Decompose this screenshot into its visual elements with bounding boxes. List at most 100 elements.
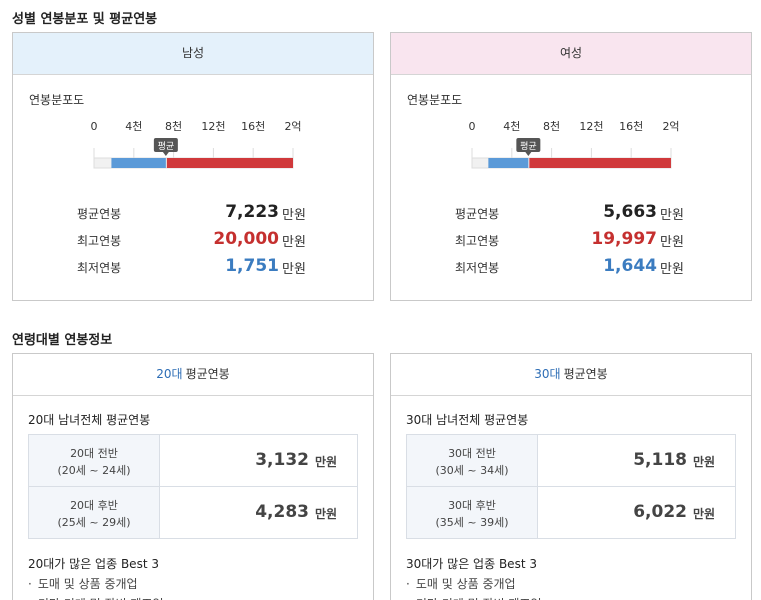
age-card: 20대 평균연봉 20대 남녀전체 평균연봉 20대 전반 (20세 ~ 24세) 3,1…	[12, 353, 374, 600]
section-title: 성별 연봉분포 및 평균연봉	[12, 12, 158, 27]
scale-label: 12천	[201, 119, 225, 133]
header-age: 20대	[156, 367, 183, 381]
best-title: 20대가 많은 업종 Best 3	[28, 557, 159, 571]
row-value: 5,663	[603, 202, 657, 222]
gender-card: 남성 연봉분포도 0 4천 8천 12천 16천 2억 평균 평균연봉 7,223 만원 최고연봉 20,…	[12, 32, 374, 301]
avg-marker-box	[516, 138, 541, 152]
section-title: 연령대별 연봉정보	[12, 333, 113, 348]
row-value: 19,997	[591, 229, 657, 249]
bullet: ·	[406, 597, 410, 600]
scale-label: 4천	[125, 119, 142, 133]
row-range: (30세 ~ 34세)	[435, 464, 509, 477]
row-unit: 만원	[693, 507, 716, 521]
row-unit: 만원	[315, 455, 338, 469]
avg-marker-label: 평균	[520, 141, 537, 152]
row-label: 최저연봉	[455, 261, 500, 275]
header-age: 30대	[534, 367, 561, 381]
header-rest: 평균연봉	[185, 367, 230, 381]
best-item: · 도매 및 상품 중개업	[406, 575, 516, 592]
avg-marker-tip	[525, 152, 532, 156]
bullet: ·	[28, 597, 32, 600]
row-unit: 만원	[315, 507, 338, 521]
best-text: 도매 및 상품 중개업	[415, 577, 516, 591]
row-value: 1,644	[603, 256, 657, 276]
row-value: 6,022	[633, 502, 687, 522]
card-header: 여성	[391, 33, 751, 75]
subtitle: 30대 남녀전체 평균연봉	[406, 413, 529, 427]
bullet: ·	[406, 577, 410, 591]
best-title: 30대가 많은 업종 Best 3	[406, 557, 537, 571]
row-head: 20대 전반 (20세 ~ 24세)	[29, 435, 160, 487]
card-header: 30대 평균연봉	[391, 354, 751, 396]
row-head: 20대 후반 (25세 ~ 29세)	[29, 487, 160, 539]
row-head: 30대 후반 (35세 ~ 39세)	[407, 487, 538, 539]
salary-table: 30대 전반 (30세 ~ 34세) 5,118 만원 30대 후반 (35세 ~ 39세…	[406, 434, 736, 539]
row-unit: 만원	[282, 235, 306, 250]
scale-label: 8천	[165, 119, 182, 133]
row-body: 6,022 만원	[538, 487, 735, 539]
row-label: 최고연봉	[455, 234, 500, 248]
best-item: · 기타 기계 및 장비 제조업	[28, 595, 164, 600]
best-text: 도매 및 상품 중개업	[37, 577, 138, 591]
row-value: 5,118	[633, 450, 687, 470]
row-range: (20세 ~ 24세)	[57, 464, 131, 477]
best-text: 기타 기계 및 장비 제조업	[416, 597, 542, 600]
row-range: (35세 ~ 39세)	[435, 516, 509, 529]
row-value: 4,283	[255, 502, 309, 522]
row-range: (25세 ~ 29세)	[57, 516, 131, 529]
row-label: 최고연봉	[77, 234, 122, 248]
gender-card: 여성 연봉분포도 0 4천 8천 12천 16천 2억 평균 평균연봉 5,663 만원 최고연봉 19,…	[390, 32, 752, 301]
row-body: 4,283 만원	[160, 487, 357, 539]
dist-label: 연봉분포도	[29, 93, 85, 107]
row-label: 20대 전반	[70, 447, 118, 460]
scale-label: 4천	[503, 119, 520, 133]
best-text: 기타 기계 및 장비 제조업	[38, 597, 164, 600]
row-unit: 만원	[660, 235, 684, 250]
scale-label: 2억	[662, 120, 679, 133]
scale-label: 0	[91, 120, 98, 133]
row-unit: 만원	[660, 262, 684, 277]
min-avg-bar	[111, 158, 166, 168]
subtitle: 20대 남녀전체 평균연봉	[28, 413, 151, 427]
row-unit: 만원	[282, 262, 306, 277]
row-unit: 만원	[282, 208, 306, 223]
scale-label: 2억	[284, 120, 301, 133]
row-label: 평균연봉	[77, 207, 122, 221]
age-card: 30대 평균연봉 30대 남녀전체 평균연봉 30대 전반 (30세 ~ 34세) 5,1…	[390, 353, 752, 600]
best-item: · 기타 기계 및 장비 제조업	[406, 595, 542, 600]
bullet: ·	[28, 577, 32, 591]
dist-label: 연봉분포도	[407, 93, 463, 107]
row-label: 평균연봉	[455, 207, 500, 221]
row-unit: 만원	[693, 455, 716, 469]
card-header: 남성	[13, 33, 373, 75]
best-item: · 도매 및 상품 중개업	[28, 575, 138, 592]
row-label: 최저연봉	[77, 261, 122, 275]
row-label: 20대 후반	[70, 499, 118, 512]
scale-label: 16천	[619, 119, 643, 133]
card-header: 20대 평균연봉	[13, 354, 373, 396]
scale-label: 8천	[543, 119, 560, 133]
scale-label: 0	[469, 120, 476, 133]
scale-label: 16천	[241, 119, 265, 133]
header-rest: 평균연봉	[563, 367, 608, 381]
avg-marker-box	[153, 138, 178, 152]
avg-marker-tip	[162, 152, 169, 156]
row-head: 30대 전반 (30세 ~ 34세)	[407, 435, 538, 487]
row-label: 30대 전반	[448, 447, 496, 460]
row-value: 3,132	[255, 450, 309, 470]
salary-table: 20대 전반 (20세 ~ 24세) 3,132 만원 20대 후반 (25세 ~ 29세…	[28, 434, 358, 539]
avg-marker-label: 평균	[158, 141, 175, 152]
row-label: 30대 후반	[448, 499, 496, 512]
row-value: 1,751	[225, 256, 279, 276]
row-body: 3,132 만원	[160, 435, 357, 487]
avg-max-bar	[529, 158, 671, 168]
row-value: 7,223	[225, 202, 279, 222]
scale-label: 12천	[579, 119, 603, 133]
avg-max-bar	[166, 158, 293, 168]
row-body: 5,118 만원	[538, 435, 735, 487]
row-unit: 만원	[660, 208, 684, 223]
min-avg-bar	[488, 158, 529, 168]
